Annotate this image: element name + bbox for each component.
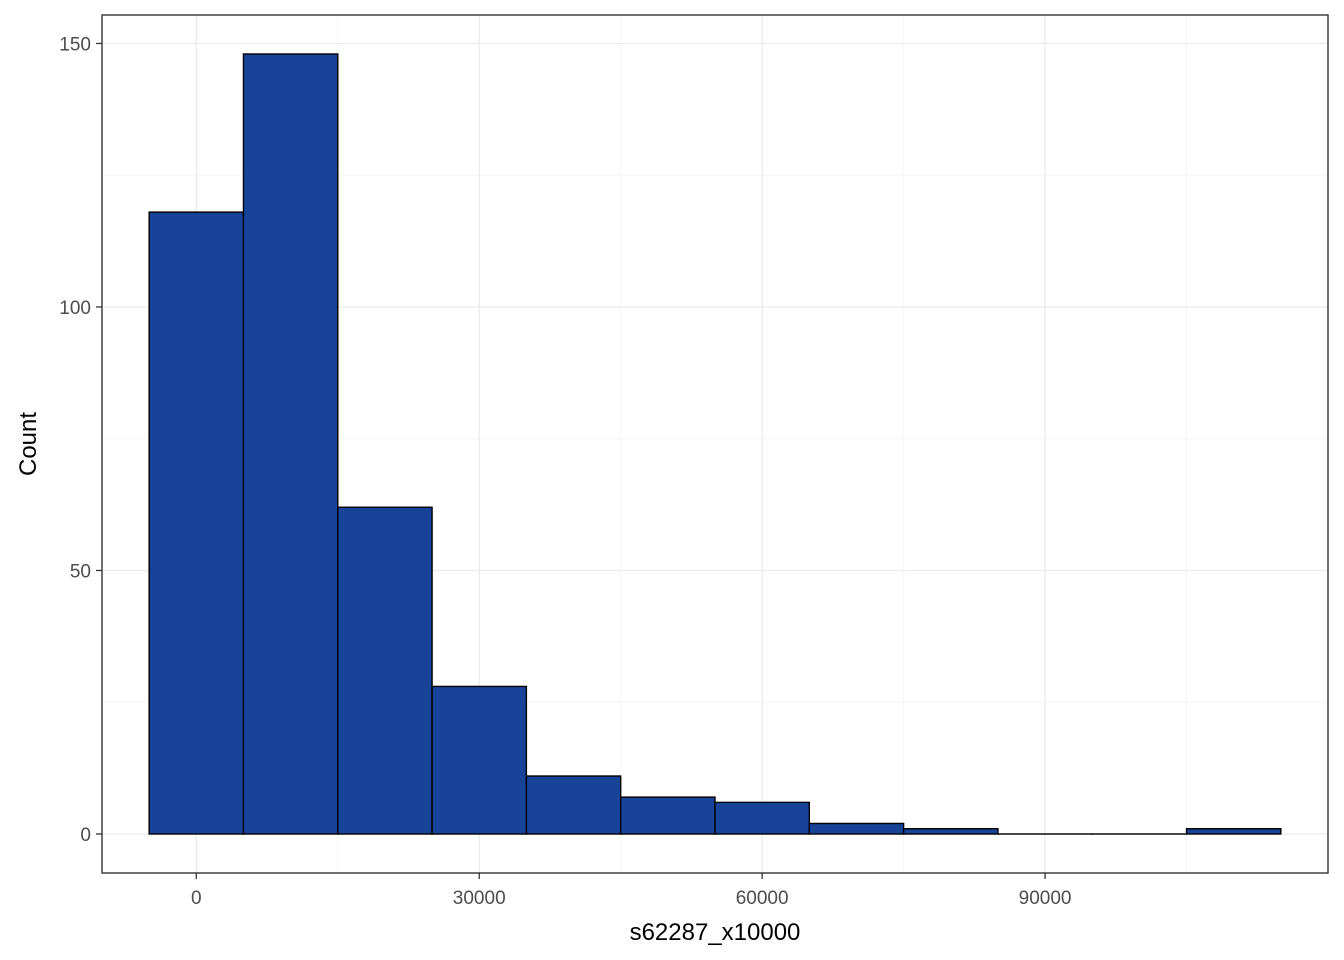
histogram-bar-9 (902, 828, 999, 835)
y-tick-label: 50 (70, 561, 91, 582)
y-axis-tick-labels: 0 50 100 150 (59, 34, 91, 846)
y-tick-label: 0 (80, 825, 91, 846)
histogram-bar-8 (808, 822, 905, 835)
x-axis-title: s62287_x10000 (630, 919, 801, 946)
histogram-bar-3 (337, 506, 433, 835)
histogram-bar-4 (431, 685, 528, 835)
panel-border (101, 14, 1329, 874)
histogram-bar-6 (619, 796, 716, 835)
x-axis-tick-labels: 0 30000 60000 90000 (191, 888, 1071, 909)
y-tick-label: 100 (59, 298, 91, 319)
histogram-bar-5 (525, 775, 622, 835)
histogram-bar-12 (1185, 828, 1282, 835)
y-tick-label: 150 (59, 34, 91, 55)
axis-ticks (96, 42, 1046, 879)
histogram-bar-1 (148, 211, 245, 835)
x-tick-label: 30000 (453, 888, 506, 909)
histogram-bar-2 (242, 53, 339, 835)
x-tick-label: 90000 (1019, 888, 1072, 909)
y-axis-title: Count (15, 412, 42, 476)
x-tick-label: 60000 (736, 888, 789, 909)
histogram-bar-7 (714, 801, 811, 835)
x-tick-label: 0 (191, 888, 202, 909)
histogram-bars (148, 53, 1282, 835)
